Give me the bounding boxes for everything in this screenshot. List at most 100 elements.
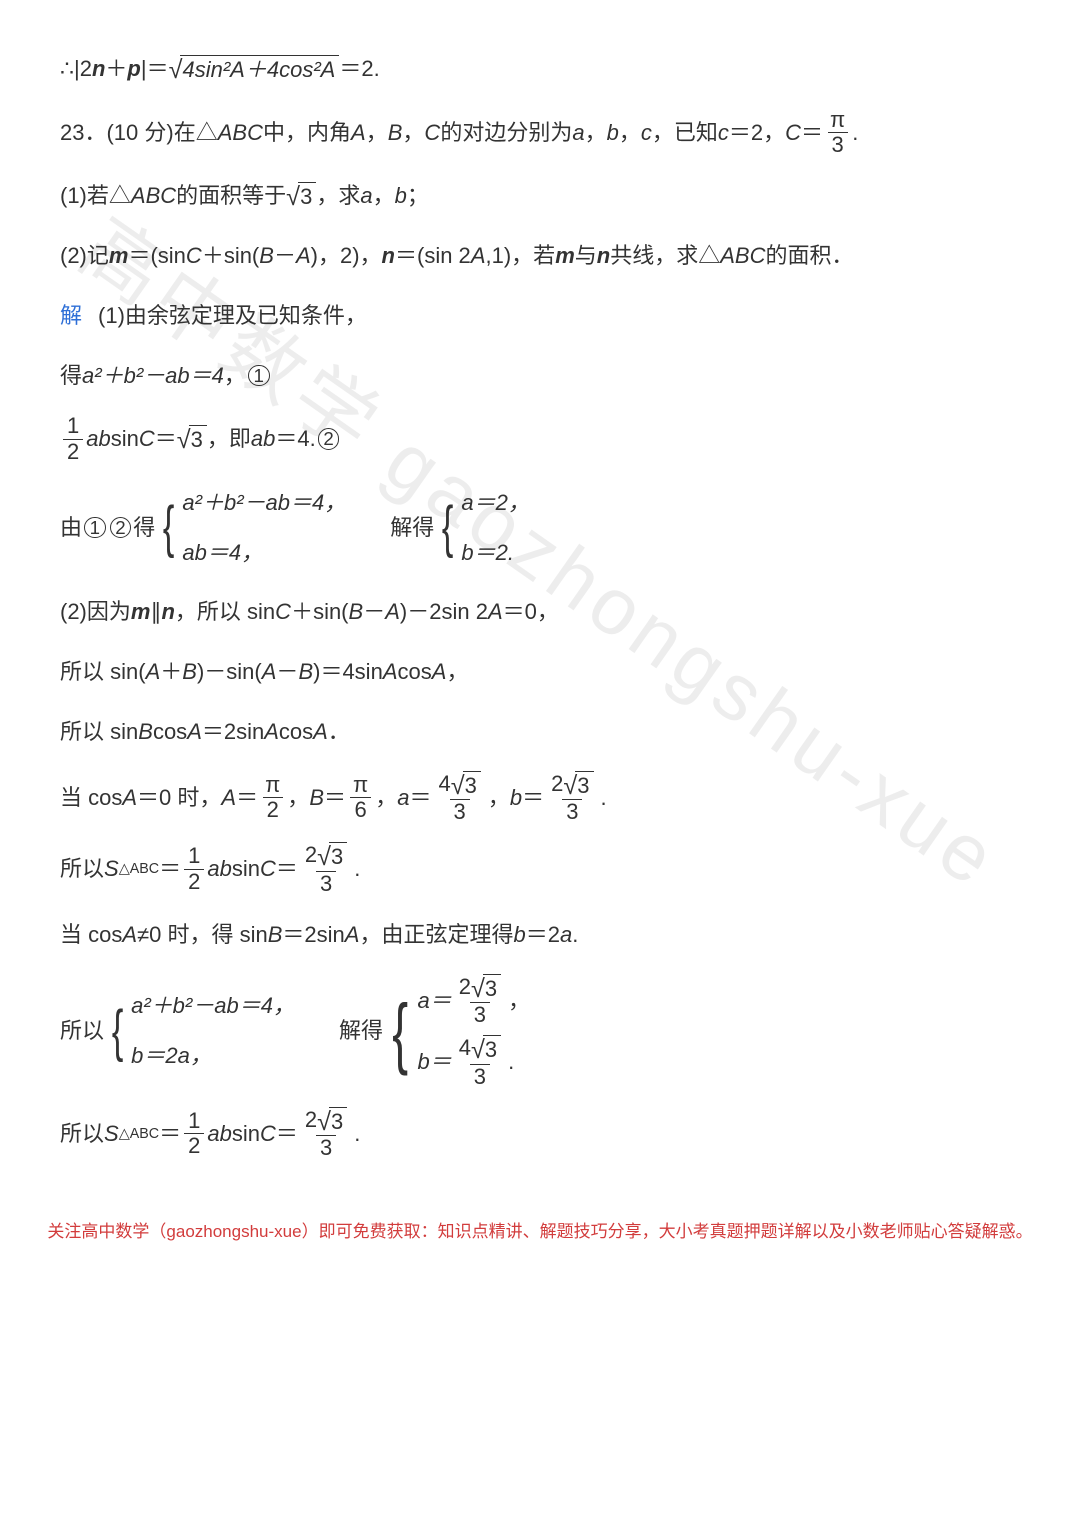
eq: ＝2sin — [202, 711, 264, 753]
frac-2r3-3: 2√3 3 — [301, 842, 351, 896]
circled-2: 2 — [318, 428, 340, 450]
txt: 的面积． — [765, 235, 853, 277]
frac-half: 1 2 — [184, 844, 204, 893]
cos: cos — [398, 651, 432, 693]
parallel-icon: ∥ — [150, 591, 161, 633]
eq: a＝2， — [461, 482, 529, 524]
plus: ＋ — [160, 651, 182, 693]
part-1: (1) 若△ ABC 的面积等于 √ 3 ，求 a ， b ； — [60, 175, 1020, 217]
C: C — [186, 235, 202, 277]
num: 2√3 — [301, 842, 351, 870]
num: 2√3 — [301, 1107, 351, 1135]
sol-step-12: 所以 S △ABC ＝ 1 2 ab sin C ＝ 2√3 3 . — [60, 1107, 1020, 1161]
comma: ， — [224, 355, 246, 397]
sqrt3: √ 3 — [286, 182, 316, 210]
circled-1: 1 — [248, 365, 270, 387]
therefore: ∴ — [60, 48, 74, 90]
n: 4 — [459, 1035, 471, 1060]
a: a — [360, 175, 372, 217]
A: A — [146, 651, 161, 693]
txt: ＋sin( — [202, 235, 259, 277]
comma: ， — [446, 651, 468, 693]
solution-1-intro: 解 (1)由余弦定理及已知条件， — [60, 295, 1020, 337]
line-prev-result: ∴ |2 n ＋ p |＝ √ 4sin²A＋4cos²A ＝2. — [60, 48, 1020, 90]
txt: 当 cos — [60, 777, 122, 819]
B: B — [138, 711, 153, 753]
solution-label: 解 — [60, 295, 82, 337]
vec-n: n — [92, 48, 105, 90]
txt: 所以 sin( — [60, 651, 146, 693]
a: a＝ — [417, 980, 451, 1022]
eq: b＝2a， — [131, 1035, 295, 1077]
sin: sin — [111, 418, 139, 460]
A: A — [122, 777, 137, 819]
den: 2 — [184, 1133, 204, 1158]
txt: ,1)，若 — [486, 235, 556, 277]
sol-step-6: 所以 sin( A ＋ B )－sin( A － B )＝4sin A cos … — [60, 651, 1020, 693]
B: B — [309, 777, 324, 819]
sol-step-2: 得 a²＋b²－ab＝4 ， 1 — [60, 355, 1020, 397]
den: 3 — [316, 1135, 336, 1160]
comma: ， — [508, 980, 530, 1022]
den: 3 — [316, 871, 336, 896]
A: A — [385, 591, 400, 633]
C: C — [260, 848, 276, 890]
n: 2 — [551, 771, 563, 796]
dot: . — [354, 1113, 360, 1155]
txt: 当 cos — [60, 914, 122, 956]
C: C — [275, 591, 291, 633]
txt: 得 — [60, 355, 82, 397]
vec-n: n — [597, 235, 610, 277]
abc: ABC — [131, 175, 176, 217]
minus: － — [276, 651, 298, 693]
txt: 在△ — [174, 112, 218, 154]
vec-n: n — [382, 235, 395, 277]
A: A — [221, 777, 236, 819]
a: a — [397, 777, 409, 819]
A: A — [345, 914, 360, 956]
brace-system-4: { a＝ 2√3 3 ， b＝ — [387, 974, 530, 1089]
dot: . — [508, 1041, 514, 1083]
txt: ＝2， — [729, 112, 785, 154]
tag: (2) — [60, 591, 87, 633]
sol-step-4: 由 1 2 得 { a²＋b²－ab＝4， ab＝4， 解得 { a＝2， b＝… — [60, 482, 1020, 574]
A: A — [296, 235, 311, 277]
eq: a²＋b²－ab＝4， — [131, 985, 295, 1027]
plus: ＋ — [105, 48, 127, 90]
txt: ＝2 — [526, 914, 560, 956]
den: 3 — [450, 799, 470, 824]
txt: 的对边分别为 — [440, 112, 572, 154]
C: C — [424, 112, 440, 154]
B: B — [349, 591, 364, 633]
num: 1 — [63, 414, 83, 438]
B: B — [182, 651, 197, 693]
sol-step-7: 所以 sin B cos A ＝2sin A cos A ． — [60, 711, 1020, 753]
dot: . — [601, 777, 607, 819]
n: 2 — [305, 1107, 317, 1132]
b: b — [510, 777, 522, 819]
txt: ＝0， — [503, 591, 559, 633]
question-23: 23． (10 分) 在△ ABC 中，内角 A ， B ， C 的对边分别为 … — [60, 108, 1020, 157]
txt: )＝4sin — [313, 651, 383, 693]
num: 1 — [184, 844, 204, 868]
txt: ，求 — [316, 175, 360, 217]
frac-2r3-3: 2√3 3 — [455, 974, 505, 1028]
dot: . — [852, 112, 858, 154]
S: S — [104, 1113, 119, 1155]
A: A — [383, 651, 398, 693]
txt: ，已知 — [652, 112, 718, 154]
S: S — [104, 848, 119, 890]
b: b — [513, 914, 525, 956]
txt: )－sin( — [197, 651, 262, 693]
a: a — [560, 914, 572, 956]
txt: 因为 — [87, 591, 131, 633]
b: b — [607, 112, 619, 154]
circled-1: 1 — [84, 517, 106, 539]
num: 2√3 — [455, 974, 505, 1002]
B: B — [388, 112, 403, 154]
A: A — [432, 651, 447, 693]
den: 2 — [184, 869, 204, 894]
txt: 所以 sin — [60, 711, 138, 753]
ab: ab — [207, 1113, 231, 1155]
eq: ＝ — [324, 777, 346, 819]
